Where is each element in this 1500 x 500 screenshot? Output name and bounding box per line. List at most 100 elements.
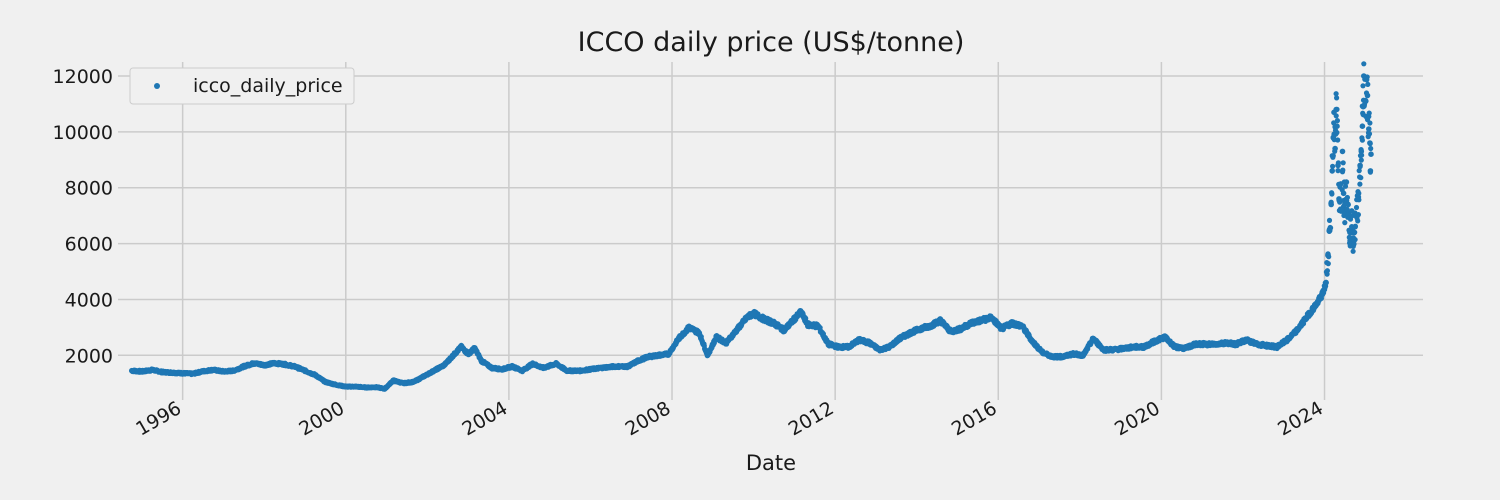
- data-point: [1366, 131, 1373, 137]
- data-point: [1334, 118, 1340, 124]
- data-point: [332, 381, 339, 388]
- data-point: [322, 379, 329, 385]
- data-point: [866, 339, 872, 346]
- data-point: [856, 337, 862, 343]
- data-point: [1328, 201, 1334, 208]
- data-point: [220, 368, 227, 375]
- data-point: [421, 373, 427, 380]
- data-point: [1364, 92, 1371, 99]
- data-point: [149, 367, 155, 373]
- data-point: [1363, 98, 1369, 104]
- data-point: [791, 316, 798, 322]
- data-point: [587, 366, 594, 373]
- data-point: [471, 345, 478, 352]
- data-point: [240, 363, 247, 370]
- data-point: [1351, 241, 1357, 247]
- data-point: [1060, 353, 1066, 360]
- data-point: [611, 363, 617, 370]
- data-point: [251, 360, 257, 366]
- data-points: [129, 61, 1374, 392]
- y-tick-label: 2000: [65, 345, 113, 367]
- data-point: [1357, 181, 1363, 187]
- data-point: [1342, 201, 1348, 208]
- data-point: [1182, 345, 1188, 352]
- data-point: [927, 323, 933, 329]
- data-point: [1358, 157, 1364, 163]
- data-point: [1336, 196, 1342, 202]
- data-point: [1350, 248, 1356, 254]
- data-point: [1243, 337, 1250, 343]
- data-point: [1323, 279, 1329, 286]
- data-point: [835, 344, 842, 350]
- data-point: [968, 320, 974, 327]
- data-point: [760, 316, 767, 322]
- data-point: [1353, 204, 1360, 211]
- data-point: [723, 339, 730, 346]
- data-point: [1357, 162, 1363, 169]
- data-point: [312, 372, 318, 378]
- data-point: [261, 362, 268, 368]
- data-point: [129, 367, 135, 374]
- data-point: [373, 384, 380, 391]
- data-point: [563, 367, 570, 374]
- data-point: [190, 370, 196, 377]
- data-point: [1319, 291, 1326, 297]
- legend: icco_daily_price: [129, 67, 355, 105]
- data-point: [937, 317, 944, 324]
- data-point: [1263, 342, 1270, 349]
- data-point: [1345, 212, 1352, 219]
- data-point: [1111, 346, 1117, 353]
- data-point: [1090, 335, 1097, 342]
- data-point: [686, 324, 692, 331]
- data-point: [1326, 226, 1333, 233]
- data-point: [704, 352, 711, 359]
- data-point: [1343, 179, 1350, 185]
- data-point: [390, 377, 397, 384]
- data-point: [1335, 162, 1341, 169]
- data-point: [781, 327, 787, 334]
- data-point: [1330, 153, 1336, 159]
- data-point: [1366, 126, 1372, 132]
- data-point: [1284, 337, 1290, 343]
- data-point: [577, 367, 583, 374]
- data-point: [1162, 334, 1168, 340]
- data-point: [1356, 197, 1362, 203]
- data-point: [750, 310, 757, 317]
- data-point: [1358, 175, 1364, 181]
- data-point: [805, 321, 811, 328]
- data-point: [210, 367, 216, 373]
- data-point: [381, 386, 388, 392]
- data-point: [1355, 190, 1362, 197]
- data-point: [1151, 338, 1158, 345]
- data-point: [1202, 341, 1209, 347]
- data-point: [529, 360, 536, 367]
- data-point: [1358, 148, 1365, 155]
- data-point: [1080, 352, 1087, 359]
- data-point: [1253, 341, 1260, 347]
- data-point: [744, 314, 750, 321]
- data-point: [947, 328, 954, 335]
- data-point: [907, 330, 913, 336]
- legend-marker: [154, 83, 160, 89]
- data-point: [353, 383, 359, 390]
- data-point: [998, 326, 1005, 332]
- data-point: [169, 369, 176, 376]
- data-point: [1340, 167, 1346, 173]
- data-point: [1334, 130, 1340, 136]
- y-tick-label: 6000: [65, 234, 113, 256]
- data-point: [1325, 251, 1331, 258]
- data-point: [696, 330, 703, 336]
- data-point: [271, 360, 278, 366]
- data-point: [886, 344, 893, 350]
- data-point: [1352, 224, 1358, 230]
- data-point: [1121, 345, 1127, 352]
- data-point: [489, 365, 495, 371]
- data-point: [1172, 344, 1178, 350]
- data-point: [1039, 349, 1046, 356]
- data-point: [978, 317, 984, 324]
- data-point: [200, 368, 206, 375]
- chart-title: ICCO daily price (US$/tonne): [578, 27, 965, 58]
- data-point: [1049, 353, 1056, 360]
- data-point: [1361, 61, 1367, 67]
